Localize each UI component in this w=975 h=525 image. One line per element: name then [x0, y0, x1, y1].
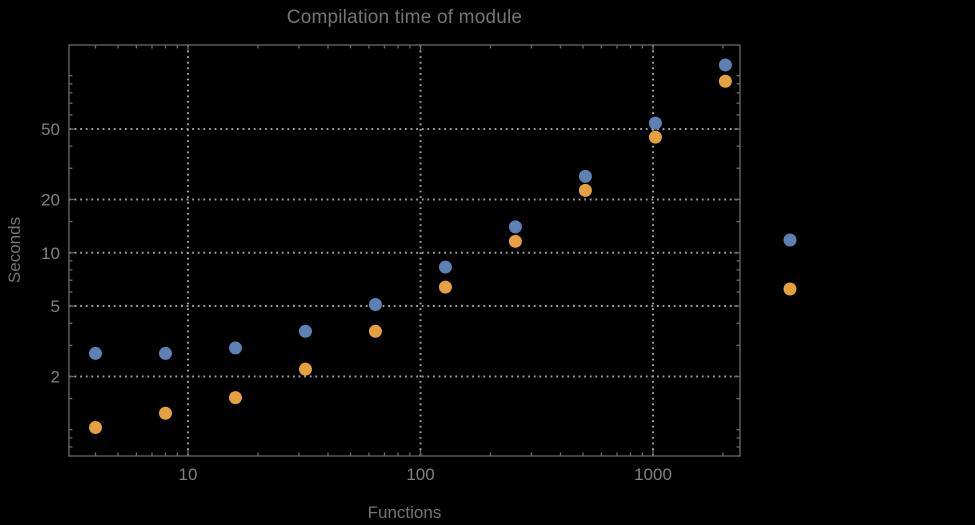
data-point-series-1-blue [718, 58, 732, 72]
data-point-series-1-blue [158, 346, 172, 360]
y-tick-label: 20 [41, 190, 60, 209]
data-point-series-1-blue [88, 346, 102, 360]
legend-marker-series-2-orange [783, 282, 797, 296]
data-point-series-2-orange [438, 280, 452, 294]
data-point-series-1-blue [508, 220, 522, 234]
y-tick-label: 10 [41, 244, 60, 263]
data-point-series-1-blue [438, 260, 452, 274]
data-point-series-2-orange [578, 183, 592, 197]
x-tick-label: 1000 [634, 465, 672, 484]
data-point-series-2-orange [718, 74, 732, 88]
data-point-series-2-orange [508, 234, 522, 248]
data-point-series-2-orange [88, 421, 102, 435]
data-point-series-2-orange [298, 362, 312, 376]
x-axis-label: Functions [367, 503, 442, 522]
y-tick-label: 2 [51, 368, 60, 387]
data-point-series-1-blue [648, 116, 662, 130]
data-point-series-1-blue [368, 298, 382, 312]
y-tick-label: 5 [51, 297, 60, 316]
chart-title: Compilation time of module [286, 7, 523, 28]
data-point-series-2-orange [158, 406, 172, 420]
data-point-series-2-orange [648, 130, 662, 144]
x-tick-label: 10 [179, 465, 198, 484]
data-point-series-2-orange [228, 391, 242, 405]
legend-marker-series-1-blue [783, 233, 797, 247]
y-tick-label: 50 [41, 120, 60, 139]
data-point-series-2-orange [368, 324, 382, 338]
plot-frame [68, 44, 741, 457]
data-point-series-1-blue [298, 324, 312, 338]
y-axis-label: Seconds [5, 216, 24, 284]
x-tick-label: 100 [406, 465, 434, 484]
data-point-series-1-blue [228, 341, 242, 355]
data-point-series-1-blue [578, 169, 592, 183]
